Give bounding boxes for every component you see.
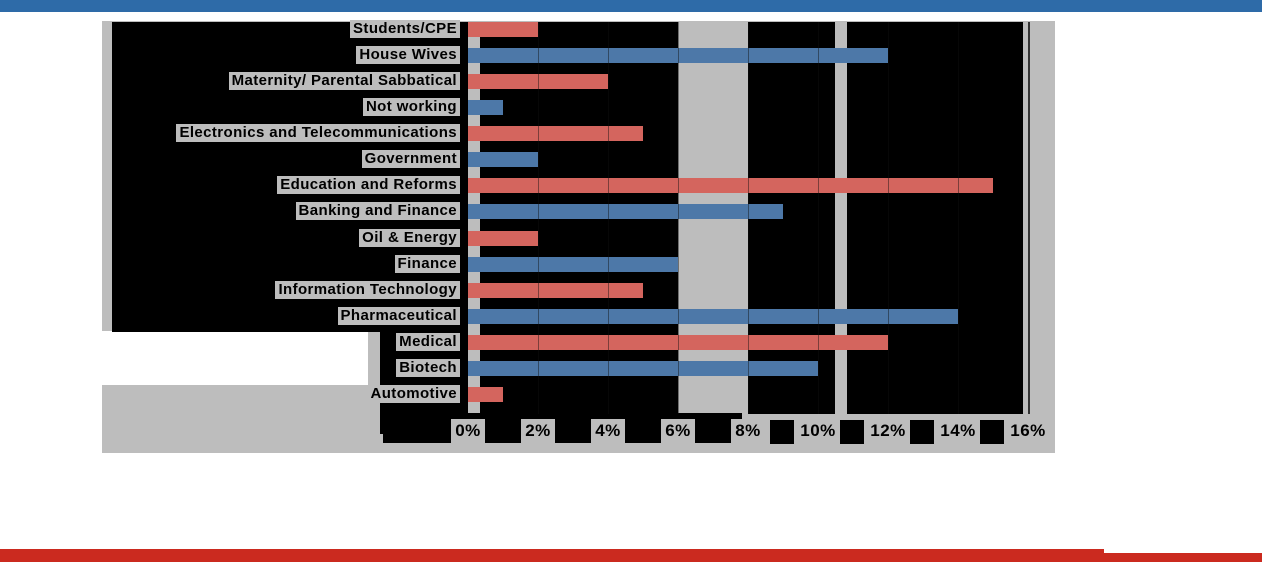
x-axis-tick-mark [980, 420, 1004, 444]
category-label-finance: Finance [394, 254, 460, 273]
category-label-pharmaceutical: Pharmaceutical [337, 306, 460, 325]
x-axis-tick-mark [770, 420, 794, 444]
category-label-house-wives: House Wives [356, 46, 460, 65]
category-label-maternity-parental-sabbatical: Maternity/ Parental Sabbatical [228, 72, 460, 91]
x-axis-label-12pct: 12% [866, 419, 910, 443]
gridline-10pct [818, 22, 819, 414]
category-label-information-technology: Information Technology [275, 280, 460, 299]
category-label-not-working: Not working [362, 98, 460, 117]
x-axis-label-8pct: 8% [731, 419, 765, 443]
x-axis-tick-mark [910, 420, 934, 444]
plot-backdrop-3 [847, 22, 1023, 414]
bar-house-wives [468, 48, 888, 64]
bar-pharmaceutical [468, 308, 958, 324]
bottom-accent-bar [0, 549, 1262, 562]
category-label-automotive: Automotive [367, 384, 460, 403]
gridline-14pct [958, 22, 959, 414]
bar-banking-and-finance [468, 204, 783, 220]
bar-finance [468, 256, 678, 272]
category-label-biotech: Biotech [396, 358, 460, 377]
bar-medical [468, 334, 888, 350]
bottom-bar-notch [1104, 549, 1262, 553]
category-label-banking-and-finance: Banking and Finance [295, 202, 460, 221]
x-axis-label-0pct: 0% [451, 419, 485, 443]
category-label-oil-energy: Oil & Energy [359, 228, 460, 247]
category-label-government: Government [361, 150, 460, 169]
gridline-2pct [538, 22, 539, 414]
bar-students-cpe [468, 22, 538, 37]
chart-panel: Students/CPE House Wives Maternity/ Parent… [102, 20, 1055, 453]
gridline-16pct [1028, 22, 1030, 414]
category-label-medical: Medical [396, 332, 460, 351]
x-axis-label-14pct: 14% [936, 419, 980, 443]
bar-oil-energy [468, 230, 538, 246]
bar-government [468, 152, 538, 168]
bar-electronics-and-telecommunications [468, 126, 643, 142]
bar-not-working [468, 100, 503, 116]
category-label-electronics-and-telecommunications: Electronics and Telecommunications [176, 124, 460, 143]
gridline-12pct [888, 22, 889, 414]
x-axis-tick-mark [840, 420, 864, 444]
x-axis-label-16pct: 16% [1006, 419, 1050, 443]
gridline-4pct [608, 22, 609, 414]
bar-automotive [468, 386, 503, 402]
gridline-6pct [678, 22, 679, 414]
bar-education-and-reforms [468, 178, 993, 194]
y-axis-line [466, 22, 468, 414]
white-background-notch [102, 331, 368, 385]
category-label-education-and-reforms: Education and Reforms [277, 176, 460, 195]
bar-maternity-parental-sabbatical [468, 74, 608, 90]
bar-information-technology [468, 282, 643, 298]
gridline-8pct [748, 22, 749, 414]
x-axis-label-2pct: 2% [521, 419, 555, 443]
category-label-students-cpe: Students/CPE [350, 20, 460, 38]
bar-biotech [468, 360, 818, 376]
x-axis-label-4pct: 4% [591, 419, 625, 443]
x-axis-label-10pct: 10% [796, 419, 840, 443]
top-accent-bar [0, 0, 1262, 12]
x-axis-label-6pct: 6% [661, 419, 695, 443]
